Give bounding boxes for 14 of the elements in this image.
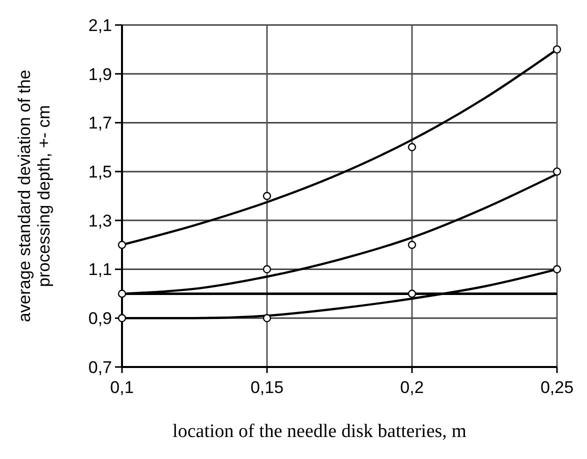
x-tick-label: 0,2 xyxy=(400,378,424,397)
y-axis-title: average standard deviation of the processing depth, +- cm xyxy=(15,70,54,322)
x-axis-title: location of the needle disk batteries, m xyxy=(172,421,467,442)
y-tick-label: 1,7 xyxy=(88,114,112,133)
x-tick-label: 0,15 xyxy=(250,378,284,397)
y-tick-label: 2,1 xyxy=(88,16,112,35)
y-tick-label: 1,9 xyxy=(88,64,112,84)
y-tick-label: 1,3 xyxy=(88,211,112,230)
y-tick-label: 0,9 xyxy=(88,309,112,328)
y-tick-label: 1,1 xyxy=(88,260,112,280)
y-tick-label: 1,5 xyxy=(88,162,112,182)
y-tick-label: 0,7 xyxy=(88,358,112,377)
x-tick-label: 0,1 xyxy=(110,378,134,397)
x-tick-label: 0,25 xyxy=(540,378,574,397)
